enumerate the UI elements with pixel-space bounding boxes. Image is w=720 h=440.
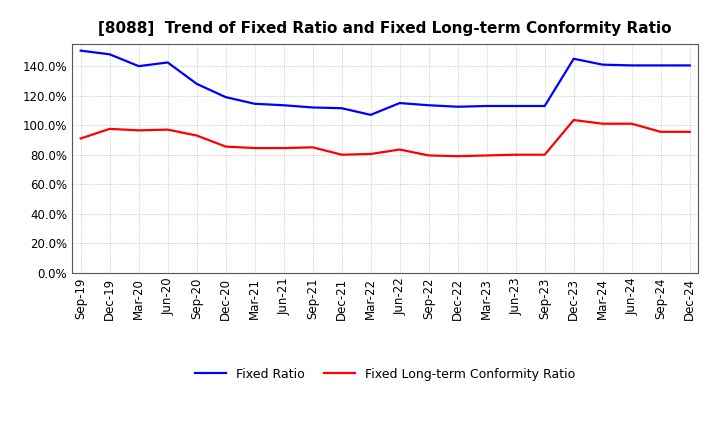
Fixed Ratio (511, 103, 520, 109)
Fixed Ratio (105, 51, 114, 57)
Fixed Ratio (454, 104, 462, 110)
Legend: Fixed Ratio, Fixed Long-term Conformity Ratio: Fixed Ratio, Fixed Long-term Conformity … (190, 363, 580, 385)
Fixed Ratio (279, 103, 288, 108)
Fixed Long-term Conformity Ratio (685, 129, 694, 135)
Fixed Ratio (338, 106, 346, 111)
Fixed Ratio (685, 63, 694, 68)
Fixed Ratio (135, 63, 143, 69)
Fixed Ratio (424, 103, 433, 108)
Fixed Long-term Conformity Ratio (105, 126, 114, 132)
Fixed Long-term Conformity Ratio (541, 152, 549, 158)
Fixed Long-term Conformity Ratio (308, 145, 317, 150)
Fixed Ratio (598, 62, 607, 67)
Fixed Ratio (163, 60, 172, 65)
Line: Fixed Long-term Conformity Ratio: Fixed Long-term Conformity Ratio (81, 120, 690, 156)
Fixed Long-term Conformity Ratio (135, 128, 143, 133)
Fixed Long-term Conformity Ratio (366, 151, 375, 157)
Fixed Ratio (395, 100, 404, 106)
Line: Fixed Ratio: Fixed Ratio (81, 51, 690, 115)
Fixed Long-term Conformity Ratio (395, 147, 404, 152)
Fixed Ratio (657, 63, 665, 68)
Fixed Long-term Conformity Ratio (279, 146, 288, 151)
Fixed Long-term Conformity Ratio (76, 136, 85, 141)
Fixed Long-term Conformity Ratio (511, 152, 520, 158)
Fixed Long-term Conformity Ratio (192, 133, 201, 138)
Fixed Long-term Conformity Ratio (454, 154, 462, 159)
Fixed Long-term Conformity Ratio (251, 146, 259, 151)
Fixed Long-term Conformity Ratio (482, 153, 491, 158)
Fixed Ratio (366, 112, 375, 117)
Fixed Long-term Conformity Ratio (627, 121, 636, 126)
Fixed Ratio (627, 63, 636, 68)
Fixed Long-term Conformity Ratio (338, 152, 346, 158)
Fixed Ratio (251, 101, 259, 106)
Fixed Ratio (192, 81, 201, 87)
Fixed Ratio (308, 105, 317, 110)
Fixed Long-term Conformity Ratio (657, 129, 665, 135)
Fixed Ratio (570, 56, 578, 62)
Fixed Ratio (76, 48, 85, 53)
Fixed Ratio (482, 103, 491, 109)
Title: [8088]  Trend of Fixed Ratio and Fixed Long-term Conformity Ratio: [8088] Trend of Fixed Ratio and Fixed Lo… (99, 21, 672, 36)
Fixed Long-term Conformity Ratio (598, 121, 607, 126)
Fixed Ratio (221, 95, 230, 100)
Fixed Ratio (541, 103, 549, 109)
Fixed Long-term Conformity Ratio (163, 127, 172, 132)
Fixed Long-term Conformity Ratio (570, 117, 578, 123)
Fixed Long-term Conformity Ratio (221, 144, 230, 149)
Fixed Long-term Conformity Ratio (424, 153, 433, 158)
